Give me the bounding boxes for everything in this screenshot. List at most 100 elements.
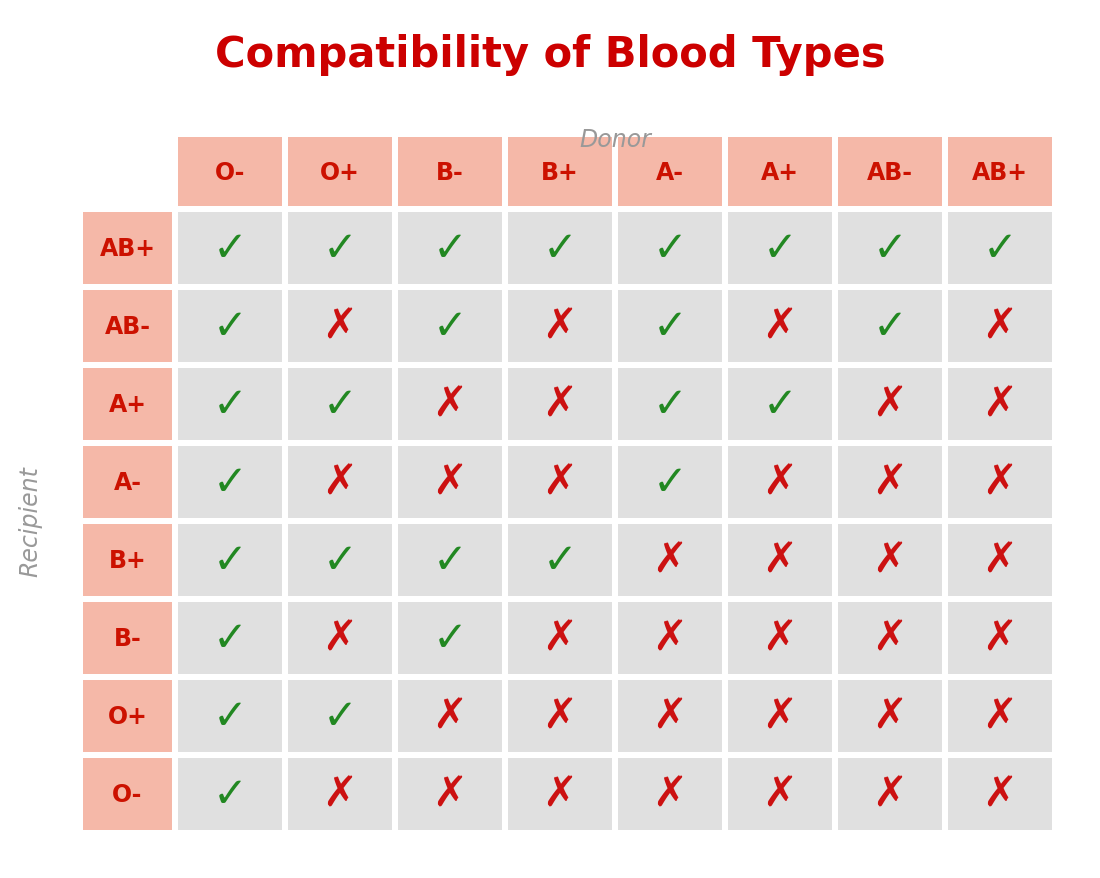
FancyBboxPatch shape xyxy=(398,447,502,518)
FancyBboxPatch shape xyxy=(398,212,502,284)
FancyBboxPatch shape xyxy=(838,680,942,752)
FancyBboxPatch shape xyxy=(288,369,392,441)
Text: Donor: Donor xyxy=(579,128,651,152)
Text: ✗: ✗ xyxy=(762,306,798,348)
Text: ✓: ✓ xyxy=(652,227,688,270)
Text: ✓: ✓ xyxy=(322,227,358,270)
Text: AB+: AB+ xyxy=(99,237,155,261)
Text: ✗: ✗ xyxy=(542,695,578,738)
FancyBboxPatch shape xyxy=(948,369,1052,441)
Text: ✗: ✗ xyxy=(322,462,358,503)
Text: ✗: ✗ xyxy=(652,774,688,815)
Text: ✓: ✓ xyxy=(652,462,688,503)
FancyBboxPatch shape xyxy=(838,602,942,674)
FancyBboxPatch shape xyxy=(508,138,612,206)
Text: ✓: ✓ xyxy=(872,306,908,348)
Text: ✗: ✗ xyxy=(542,306,578,348)
Text: ✓: ✓ xyxy=(322,695,358,738)
Text: O-: O- xyxy=(112,782,143,806)
FancyBboxPatch shape xyxy=(288,680,392,752)
Text: ✗: ✗ xyxy=(982,695,1018,738)
Text: O+: O+ xyxy=(320,161,360,184)
FancyBboxPatch shape xyxy=(82,291,172,363)
Text: B+: B+ xyxy=(541,161,579,184)
Text: ✓: ✓ xyxy=(322,539,358,581)
FancyBboxPatch shape xyxy=(398,680,502,752)
Text: ✗: ✗ xyxy=(432,774,468,815)
FancyBboxPatch shape xyxy=(398,524,502,596)
FancyBboxPatch shape xyxy=(508,291,612,363)
Text: ✗: ✗ xyxy=(762,774,798,815)
Text: ✗: ✗ xyxy=(322,306,358,348)
Text: ✗: ✗ xyxy=(542,462,578,503)
Text: ✓: ✓ xyxy=(982,227,1018,270)
FancyBboxPatch shape xyxy=(178,369,282,441)
FancyBboxPatch shape xyxy=(948,680,1052,752)
Text: ✗: ✗ xyxy=(982,774,1018,815)
Text: ✗: ✗ xyxy=(982,539,1018,581)
FancyBboxPatch shape xyxy=(838,447,942,518)
Text: ✗: ✗ xyxy=(432,384,468,426)
FancyBboxPatch shape xyxy=(838,369,942,441)
Text: ✗: ✗ xyxy=(762,695,798,738)
FancyBboxPatch shape xyxy=(838,138,942,206)
FancyBboxPatch shape xyxy=(618,524,722,596)
Text: ✓: ✓ xyxy=(762,227,798,270)
FancyBboxPatch shape xyxy=(398,369,502,441)
FancyBboxPatch shape xyxy=(288,212,392,284)
FancyBboxPatch shape xyxy=(288,291,392,363)
Text: B+: B+ xyxy=(109,549,146,572)
Text: ✗: ✗ xyxy=(762,617,798,659)
FancyBboxPatch shape xyxy=(618,602,722,674)
FancyBboxPatch shape xyxy=(178,680,282,752)
FancyBboxPatch shape xyxy=(82,212,172,284)
Text: ✓: ✓ xyxy=(872,227,908,270)
Text: ✓: ✓ xyxy=(652,384,688,426)
Text: Compatibility of Blood Types: Compatibility of Blood Types xyxy=(214,34,886,76)
Text: O+: O+ xyxy=(108,704,147,728)
FancyBboxPatch shape xyxy=(178,291,282,363)
FancyBboxPatch shape xyxy=(82,447,172,518)
FancyBboxPatch shape xyxy=(288,138,392,206)
Text: ✓: ✓ xyxy=(322,384,358,426)
FancyBboxPatch shape xyxy=(728,369,832,441)
Text: ✗: ✗ xyxy=(872,462,908,503)
FancyBboxPatch shape xyxy=(948,212,1052,284)
FancyBboxPatch shape xyxy=(728,524,832,596)
Text: ✗: ✗ xyxy=(762,539,798,581)
Text: ✗: ✗ xyxy=(872,384,908,426)
FancyBboxPatch shape xyxy=(948,602,1052,674)
FancyBboxPatch shape xyxy=(288,602,392,674)
FancyBboxPatch shape xyxy=(82,524,172,596)
Text: ✓: ✓ xyxy=(212,227,248,270)
FancyBboxPatch shape xyxy=(728,602,832,674)
Text: ✓: ✓ xyxy=(212,306,248,348)
FancyBboxPatch shape xyxy=(178,602,282,674)
Text: ✗: ✗ xyxy=(762,462,798,503)
FancyBboxPatch shape xyxy=(178,524,282,596)
FancyBboxPatch shape xyxy=(728,680,832,752)
Text: ✗: ✗ xyxy=(982,462,1018,503)
Text: ✓: ✓ xyxy=(762,384,798,426)
FancyBboxPatch shape xyxy=(508,369,612,441)
Text: ✓: ✓ xyxy=(652,306,688,348)
FancyBboxPatch shape xyxy=(618,680,722,752)
FancyBboxPatch shape xyxy=(178,212,282,284)
FancyBboxPatch shape xyxy=(838,291,942,363)
Text: ✓: ✓ xyxy=(212,384,248,426)
FancyBboxPatch shape xyxy=(398,758,502,830)
FancyBboxPatch shape xyxy=(948,447,1052,518)
Text: AB-: AB- xyxy=(867,161,913,184)
FancyBboxPatch shape xyxy=(838,212,942,284)
FancyBboxPatch shape xyxy=(82,369,172,441)
FancyBboxPatch shape xyxy=(508,680,612,752)
FancyBboxPatch shape xyxy=(508,602,612,674)
FancyBboxPatch shape xyxy=(398,602,502,674)
Text: B-: B- xyxy=(113,626,142,651)
FancyBboxPatch shape xyxy=(948,524,1052,596)
Text: ✗: ✗ xyxy=(542,384,578,426)
Text: ✓: ✓ xyxy=(432,227,468,270)
Text: ✓: ✓ xyxy=(432,539,468,581)
FancyBboxPatch shape xyxy=(288,447,392,518)
Text: ✗: ✗ xyxy=(982,617,1018,659)
